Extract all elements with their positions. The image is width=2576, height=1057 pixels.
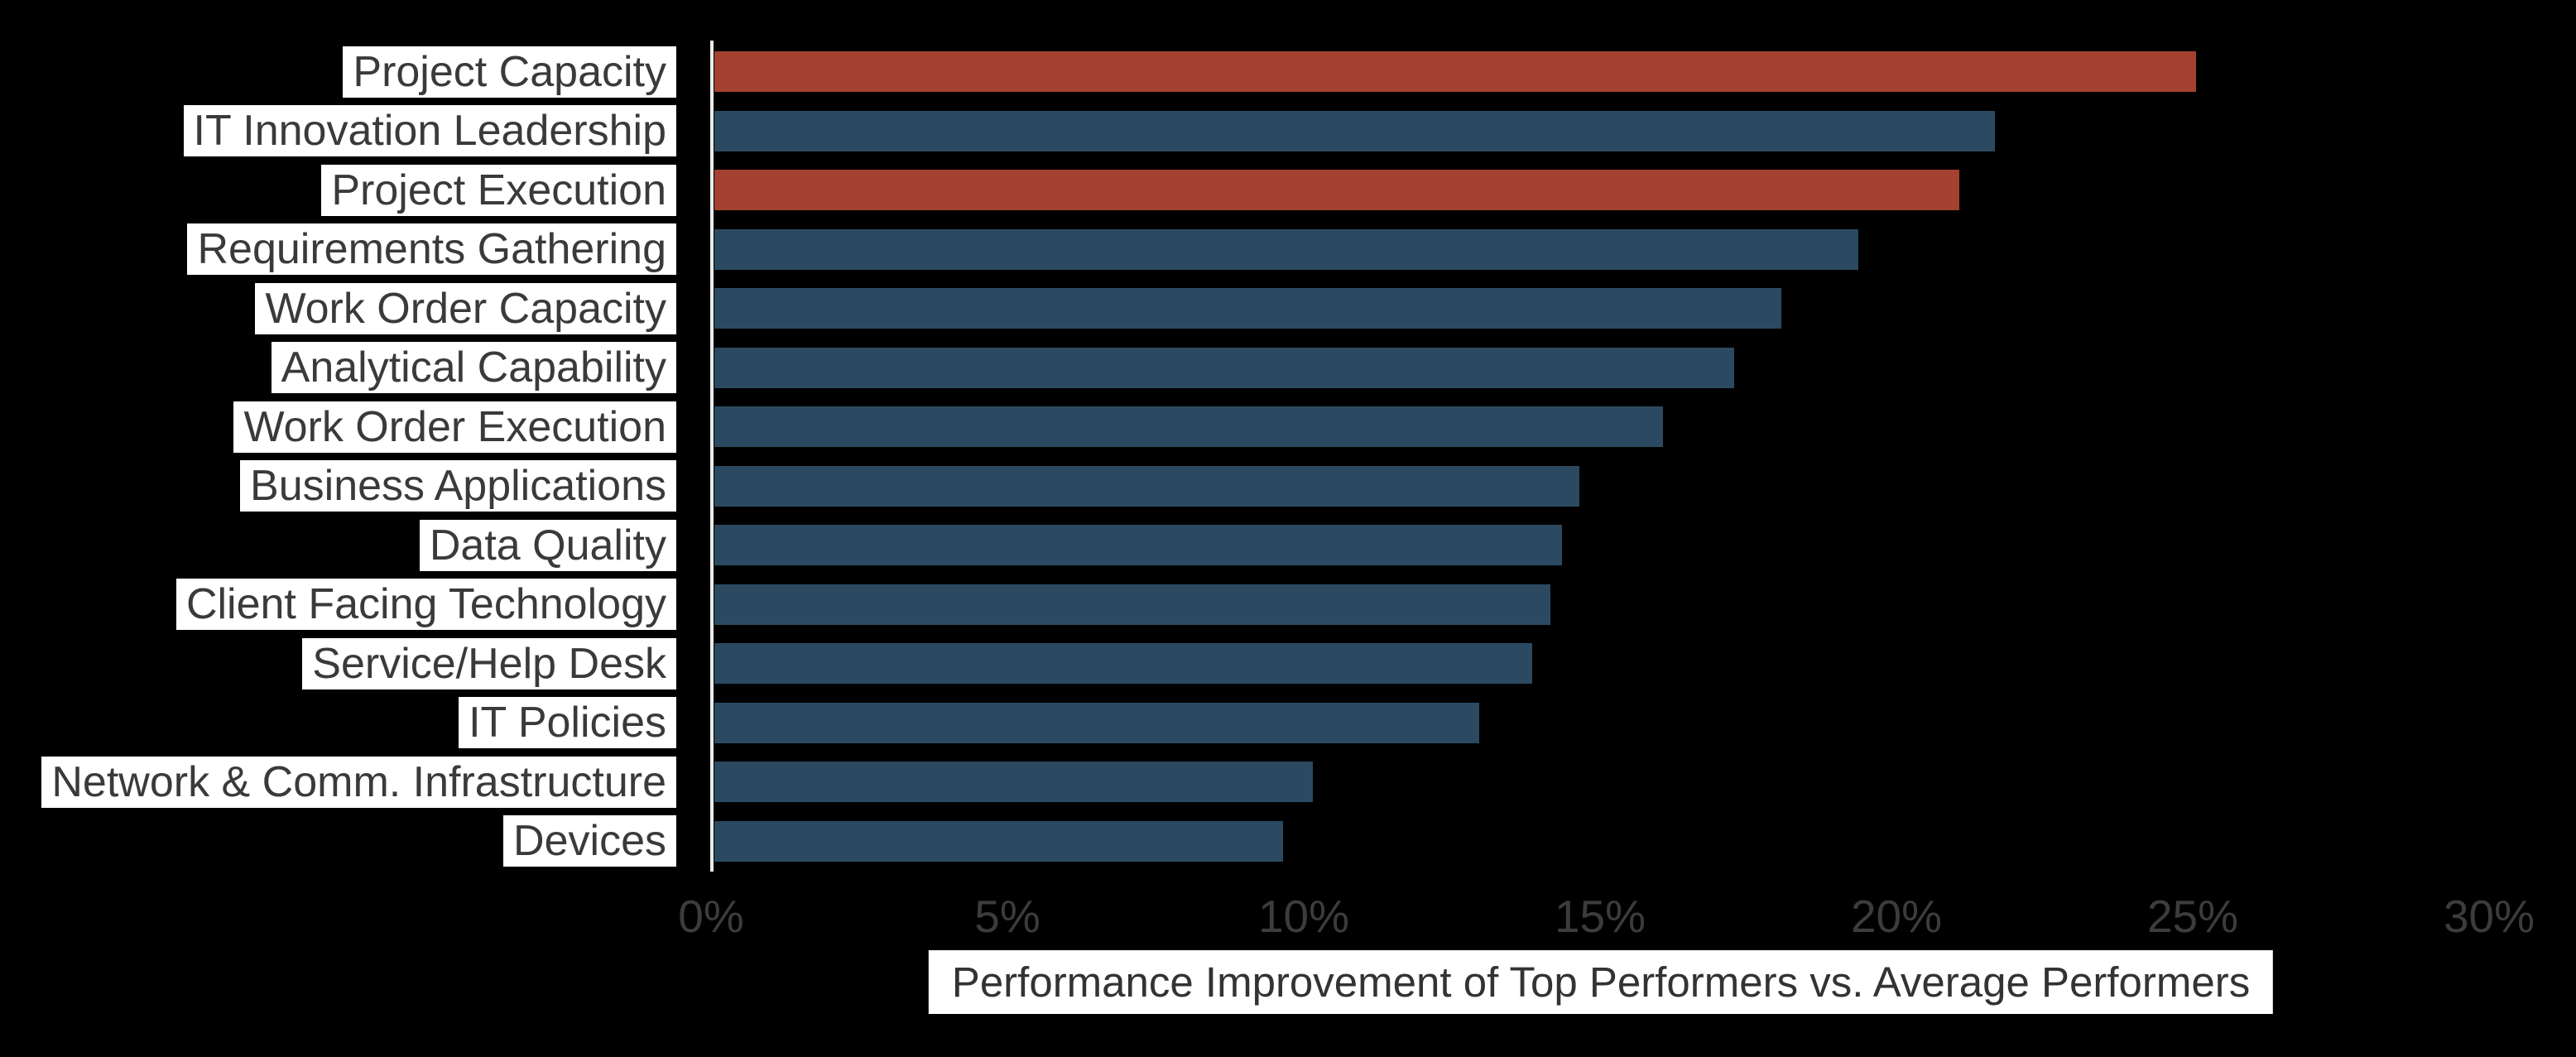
bar [714,347,1734,388]
x-tick-label: 20% [1850,891,1943,942]
bar [714,525,1562,565]
category-label: Project Capacity [343,46,676,98]
bar [714,584,1550,625]
category-label: IT Innovation Leadership [183,105,676,156]
bar [714,702,1479,743]
bar [714,762,1313,802]
x-axis-label: Performance Improvement of Top Performer… [928,950,2274,1014]
category-label: Business Applications [240,460,676,512]
category-label: Work Order Execution [233,401,676,453]
category-label: Work Order Capacity [255,282,676,334]
category-label: Data Quality [419,519,676,571]
x-tick-label: 15% [1554,891,1646,942]
bar [714,170,1959,210]
x-tick-label: 0% [678,891,744,942]
bar [714,465,1579,507]
category-label: Analytical Capability [271,342,676,393]
y-axis-spine [710,41,714,872]
category-label: Project Execution [321,164,676,216]
category-label: Devices [503,815,676,867]
x-tick-label: 25% [2146,891,2239,942]
bar [714,643,1532,684]
category-label: Client Facing Technology [175,579,676,630]
bar [714,406,1663,447]
x-tick-label: 10% [1257,891,1350,942]
category-label: Requirements Gathering [187,223,676,275]
x-tick-label: 5% [974,891,1040,942]
x-tick-label: 30% [2443,891,2535,942]
bar [714,228,1858,270]
bar [714,288,1781,329]
bar [714,51,2196,92]
bar [714,110,1995,151]
category-label: IT Policies [459,697,676,748]
category-label: Network & Comm. Infrastructure [41,756,676,808]
category-label: Service/Help Desk [302,637,676,689]
bar [714,820,1283,862]
